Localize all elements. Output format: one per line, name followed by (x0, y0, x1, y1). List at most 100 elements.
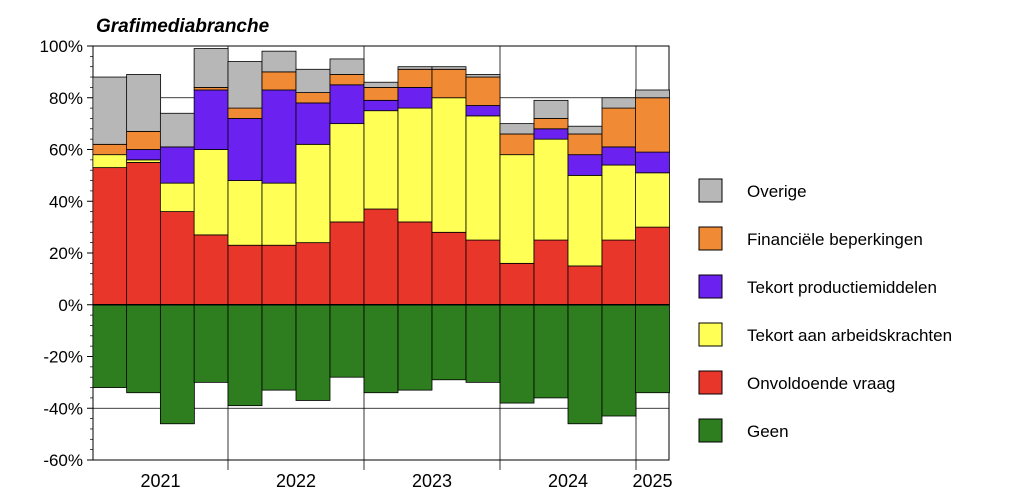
bar-segment (533, 239, 569, 306)
bar-segment (465, 115, 501, 241)
bar-segment (261, 50, 297, 73)
bar-segment (329, 58, 365, 75)
bar-segment (601, 164, 637, 241)
bar-segment (533, 128, 569, 140)
bar-segment (159, 211, 195, 306)
year-label: 2023 (412, 471, 452, 491)
bar-segment (533, 138, 569, 241)
bar-segment (193, 149, 229, 236)
y-tick-label: 20% (49, 244, 83, 263)
bar-segment (159, 304, 195, 425)
bar-segment (126, 304, 162, 394)
bar-segment (601, 304, 637, 417)
y-tick-label: 80% (49, 89, 83, 108)
bar-segment (533, 118, 569, 130)
bar-segment (295, 242, 331, 306)
bar-segment (92, 143, 128, 156)
legend-swatch (698, 274, 723, 299)
bar-segment (363, 304, 399, 394)
bar-segment (295, 68, 331, 93)
bar-segment (465, 76, 501, 106)
bar-segment (567, 265, 603, 306)
bar-segment (431, 304, 467, 381)
legend-label: Onvoldoende vraag (747, 374, 895, 393)
bar-segment (499, 304, 535, 404)
bar-segment (363, 87, 399, 101)
bar-segment (431, 231, 467, 306)
bar-segment (329, 84, 365, 125)
y-tick-label: -20% (43, 348, 83, 367)
legend-swatch (698, 370, 723, 395)
bar-segment (227, 304, 263, 407)
bar-segment (499, 262, 535, 306)
legend-swatch (698, 322, 723, 347)
bar-segment (431, 97, 467, 233)
bar-segment (635, 151, 670, 174)
bar-segment (295, 143, 331, 244)
year-label: 2024 (548, 471, 588, 491)
bar-segment (295, 304, 331, 401)
bar-segment (499, 154, 535, 264)
bar-segment (227, 107, 263, 119)
bar-segment (227, 244, 263, 306)
bar-segment (193, 304, 229, 383)
bar-segment (397, 304, 433, 391)
bar-segment (635, 304, 670, 394)
bar-segment (92, 304, 128, 388)
legend-label: Financiële beperkingen (747, 230, 923, 249)
bar-segment (363, 208, 399, 306)
bar-segment (295, 102, 331, 145)
bar-segment (533, 304, 569, 399)
bar-segment (465, 304, 501, 383)
y-tick-label: -60% (43, 451, 83, 470)
year-label: 2022 (276, 471, 316, 491)
bar-segment (363, 110, 399, 210)
bar-segment (227, 180, 263, 246)
bar-segment (567, 125, 603, 135)
bar-segment (465, 105, 501, 117)
bar-segment (567, 174, 603, 267)
legend-swatch (698, 226, 723, 251)
bar-segment (465, 74, 501, 78)
bar-segment (92, 167, 128, 306)
bar-segment (193, 48, 229, 88)
bar-segment (567, 304, 603, 425)
y-tick-label: 60% (49, 141, 83, 160)
bar-segment (397, 221, 433, 306)
bar-segment (126, 149, 162, 161)
bar-segment (193, 89, 229, 150)
bar-segment (261, 244, 297, 306)
bar-segment (261, 89, 297, 184)
bar-segment (499, 123, 535, 135)
legend-label: Geen (747, 422, 789, 441)
bar-segment (431, 68, 467, 99)
bar-segment (295, 92, 331, 104)
bar-segment (261, 182, 297, 246)
year-label: 2021 (140, 471, 180, 491)
bar-segment (397, 87, 433, 109)
bar-segment (499, 133, 535, 156)
bar-segment (329, 304, 365, 378)
bar-segment (227, 61, 263, 109)
bar-segment (635, 89, 670, 99)
y-tick-label: -40% (43, 399, 83, 418)
y-tick-label: 0% (58, 296, 83, 315)
bar-segment (635, 172, 670, 228)
bar-segment (126, 74, 162, 132)
legend-label: Tekort aan arbeidskrachten (747, 326, 952, 345)
bar-segment (363, 99, 399, 112)
bar-segment (567, 133, 603, 156)
bar-segment (601, 239, 637, 306)
bar-segment (193, 234, 229, 306)
bar-segment (329, 221, 365, 306)
y-tick-label: 40% (49, 192, 83, 211)
bar-segment (431, 66, 467, 70)
bar-segment (126, 162, 162, 306)
y-tick-label: 100% (40, 37, 83, 56)
bar-segment (397, 66, 433, 70)
bar-segment (261, 304, 297, 391)
bar-segment (601, 146, 637, 166)
bar-segment (363, 81, 399, 88)
bar-segment (92, 154, 128, 169)
